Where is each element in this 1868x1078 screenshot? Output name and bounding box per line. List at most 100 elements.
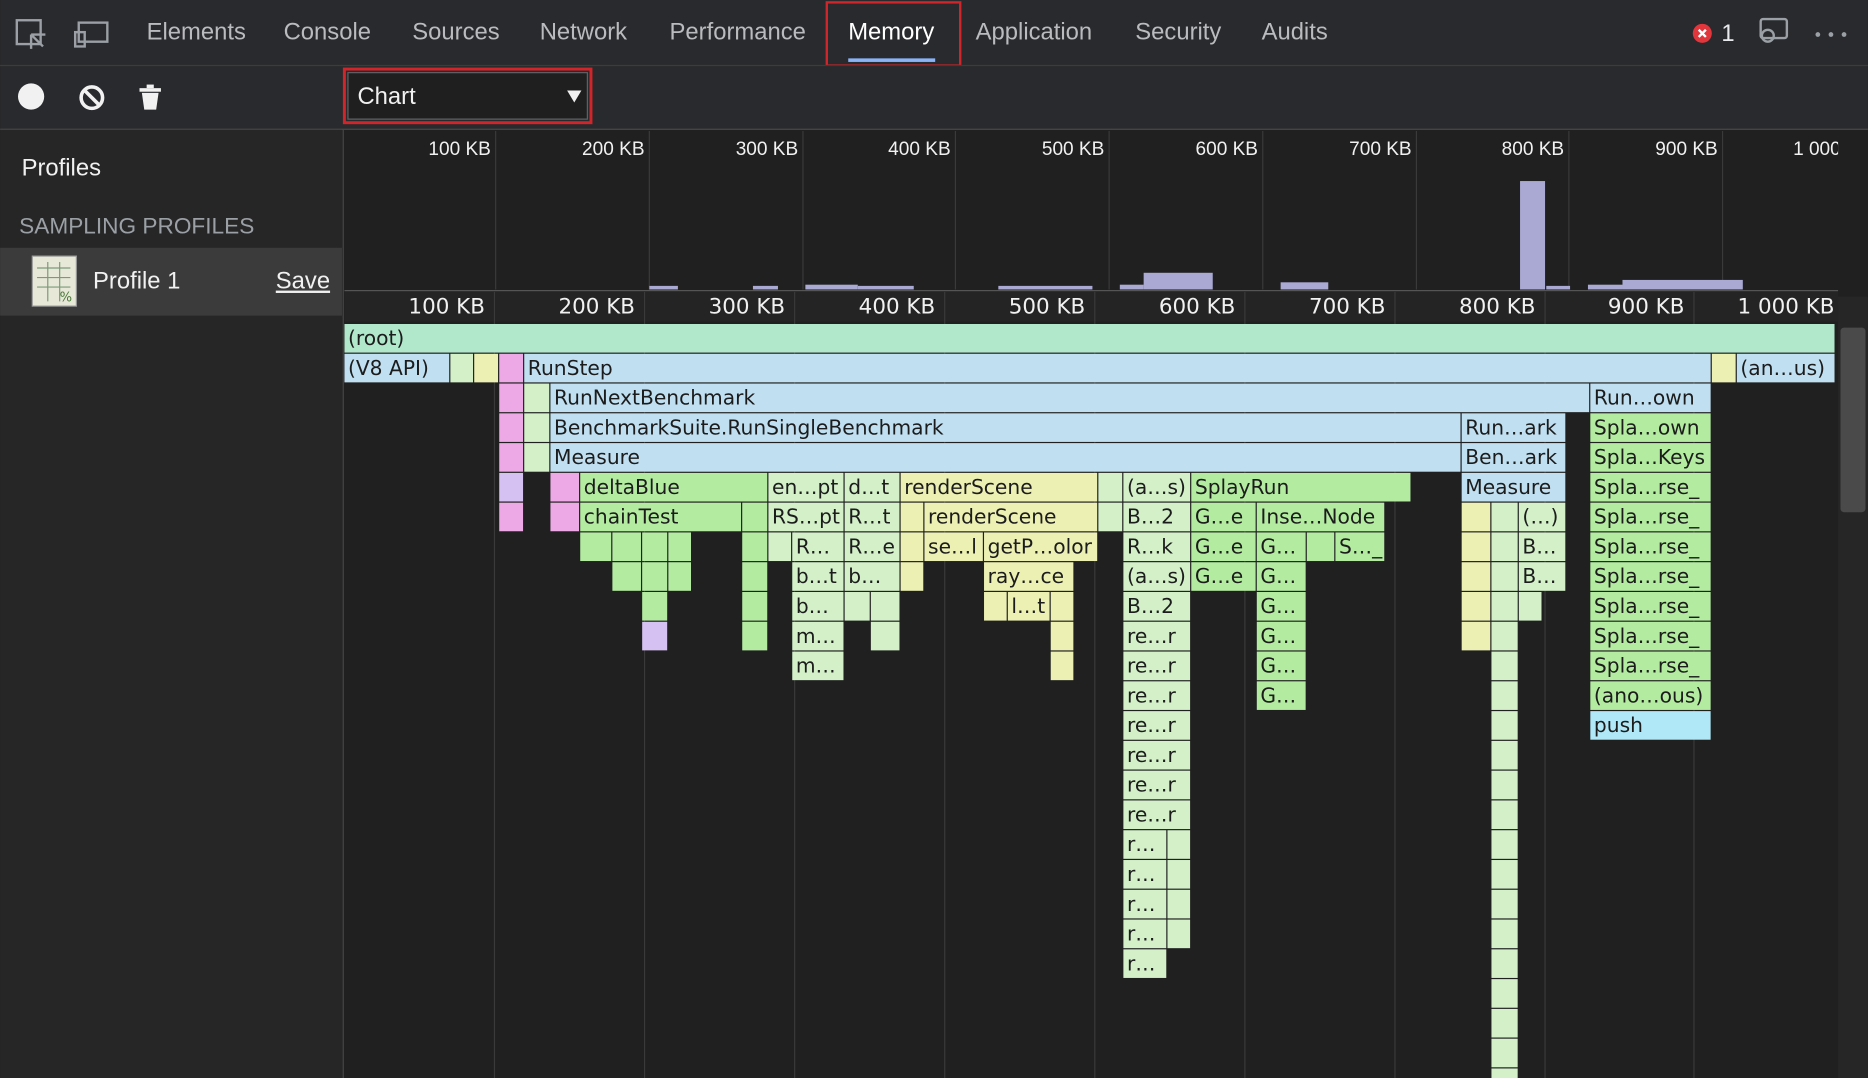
flame-block[interactable] <box>1461 592 1491 621</box>
flame-block[interactable] <box>668 562 692 591</box>
flame-block[interactable] <box>642 562 668 591</box>
flame-block[interactable] <box>499 502 524 532</box>
flame-block[interactable] <box>580 532 612 562</box>
flame-block[interactable] <box>1050 621 1074 651</box>
flame-block[interactable] <box>1167 919 1191 949</box>
flame-block[interactable] <box>1461 443 1566 472</box>
flame-label[interactable]: G… <box>1260 564 1296 588</box>
flame-label[interactable]: renderScene <box>904 475 1032 499</box>
flame-block[interactable] <box>1461 562 1491 591</box>
flame-label[interactable]: m… <box>796 624 836 648</box>
flame-block[interactable] <box>1590 681 1711 710</box>
flame-label[interactable]: renderScene <box>928 505 1056 529</box>
flame-block[interactable] <box>1256 502 1385 532</box>
inspect-icon[interactable] <box>15 19 46 49</box>
flame-label[interactable]: Ben…ark <box>1465 445 1557 469</box>
flame-label[interactable]: Spla…rse_ <box>1594 534 1700 558</box>
flame-label[interactable]: deltaBlue <box>584 475 680 499</box>
flame-block[interactable] <box>924 532 983 562</box>
flame-label[interactable]: Spla…rse_ <box>1594 564 1700 588</box>
flame-block[interactable] <box>1491 681 1518 710</box>
flame-block[interactable] <box>1461 532 1491 562</box>
flame-block[interactable] <box>1167 860 1191 889</box>
flame-block[interactable] <box>984 532 1098 562</box>
flame-block[interactable] <box>1123 830 1167 859</box>
flame-block[interactable] <box>1191 532 1256 562</box>
feedback-icon[interactable] <box>1759 17 1789 43</box>
flame-block[interactable] <box>1518 502 1566 532</box>
flame-label[interactable]: RS…pt <box>772 505 840 529</box>
flame-block[interactable] <box>1167 889 1191 919</box>
flame-block[interactable] <box>900 532 924 562</box>
flame-label[interactable]: R…k <box>1127 534 1173 558</box>
tab[interactable]: Application <box>976 19 1093 46</box>
flame-block[interactable] <box>499 353 524 383</box>
tab[interactable]: Sources <box>412 19 499 46</box>
flame-block[interactable] <box>612 562 641 591</box>
flame-block[interactable] <box>1590 711 1711 740</box>
flame-block[interactable] <box>1123 740 1191 770</box>
flame-label[interactable]: Inse…Node <box>1260 505 1375 529</box>
flame-block[interactable] <box>450 353 474 383</box>
flame-block[interactable] <box>1007 592 1050 621</box>
flame-block[interactable] <box>550 413 1461 442</box>
flame-label[interactable]: se…l <box>928 534 977 558</box>
flame-label[interactable]: (a…s) <box>1127 475 1186 499</box>
flame-label[interactable]: (V8 API) <box>348 356 429 380</box>
flame-block[interactable] <box>844 472 900 502</box>
flame-block[interactable] <box>1335 532 1385 562</box>
profile-name[interactable]: Profile 1 <box>93 268 180 295</box>
flame-label[interactable]: B…2 <box>1127 505 1174 529</box>
flame-block[interactable] <box>1491 1038 1518 1068</box>
tab[interactable]: Audits <box>1262 19 1328 46</box>
flame-block[interactable] <box>1123 949 1167 978</box>
flame-label[interactable]: l…t <box>1011 594 1045 618</box>
flame-block[interactable] <box>1590 472 1711 502</box>
flame-label[interactable]: Spla…own <box>1594 415 1700 439</box>
flame-label[interactable]: re…r <box>1127 773 1177 797</box>
flame-block[interactable] <box>499 383 524 413</box>
view-select-value[interactable]: Chart <box>357 83 416 110</box>
flame-block[interactable] <box>1461 413 1566 442</box>
tab[interactable]: Security <box>1135 19 1221 46</box>
tab[interactable]: Network <box>540 19 627 46</box>
flame-block[interactable] <box>642 592 668 621</box>
flame-block[interactable] <box>1491 502 1518 532</box>
flame-block[interactable] <box>1491 860 1518 889</box>
tab[interactable]: Console <box>284 19 371 46</box>
flame-label[interactable]: m… <box>796 654 836 678</box>
flame-block[interactable] <box>792 592 844 621</box>
flame-block[interactable] <box>1256 532 1306 562</box>
flame-label[interactable]: (an…us) <box>1740 356 1825 380</box>
flame-block[interactable] <box>1491 949 1518 978</box>
flame-block[interactable] <box>642 621 668 651</box>
flame-block[interactable] <box>499 472 524 502</box>
flame-block[interactable] <box>1590 383 1711 413</box>
flame-block[interactable] <box>1590 621 1711 651</box>
flame-label[interactable]: (root) <box>348 326 404 350</box>
flame-block[interactable] <box>900 472 1098 502</box>
view-select[interactable] <box>347 72 588 120</box>
flame-block[interactable] <box>1518 592 1542 621</box>
flame-block[interactable] <box>1491 979 1518 1008</box>
flame-block[interactable] <box>524 383 550 413</box>
flame-block[interactable] <box>870 621 900 651</box>
flame-label[interactable]: Spla…rse_ <box>1594 475 1700 499</box>
flame-block[interactable] <box>1491 562 1518 591</box>
flame-block[interactable] <box>1491 651 1518 681</box>
flame-label[interactable]: (a…s) <box>1127 564 1186 588</box>
flame-block[interactable] <box>844 562 900 591</box>
flame-label[interactable]: RunNextBenchmark <box>554 386 755 410</box>
flame-block[interactable] <box>1491 621 1518 651</box>
flame-label[interactable]: Run…ark <box>1465 415 1557 439</box>
flame-block[interactable] <box>1256 681 1306 710</box>
flame-block[interactable] <box>1191 472 1411 502</box>
flame-block[interactable] <box>499 443 524 472</box>
flame-label[interactable]: r… <box>1127 922 1156 946</box>
flame-block[interactable] <box>742 502 768 532</box>
flame-block[interactable] <box>1123 592 1191 621</box>
flame-block[interactable] <box>768 472 844 502</box>
flame-block[interactable] <box>1098 472 1123 502</box>
flame-block[interactable] <box>1590 562 1711 591</box>
flame-label[interactable]: G… <box>1260 534 1296 558</box>
